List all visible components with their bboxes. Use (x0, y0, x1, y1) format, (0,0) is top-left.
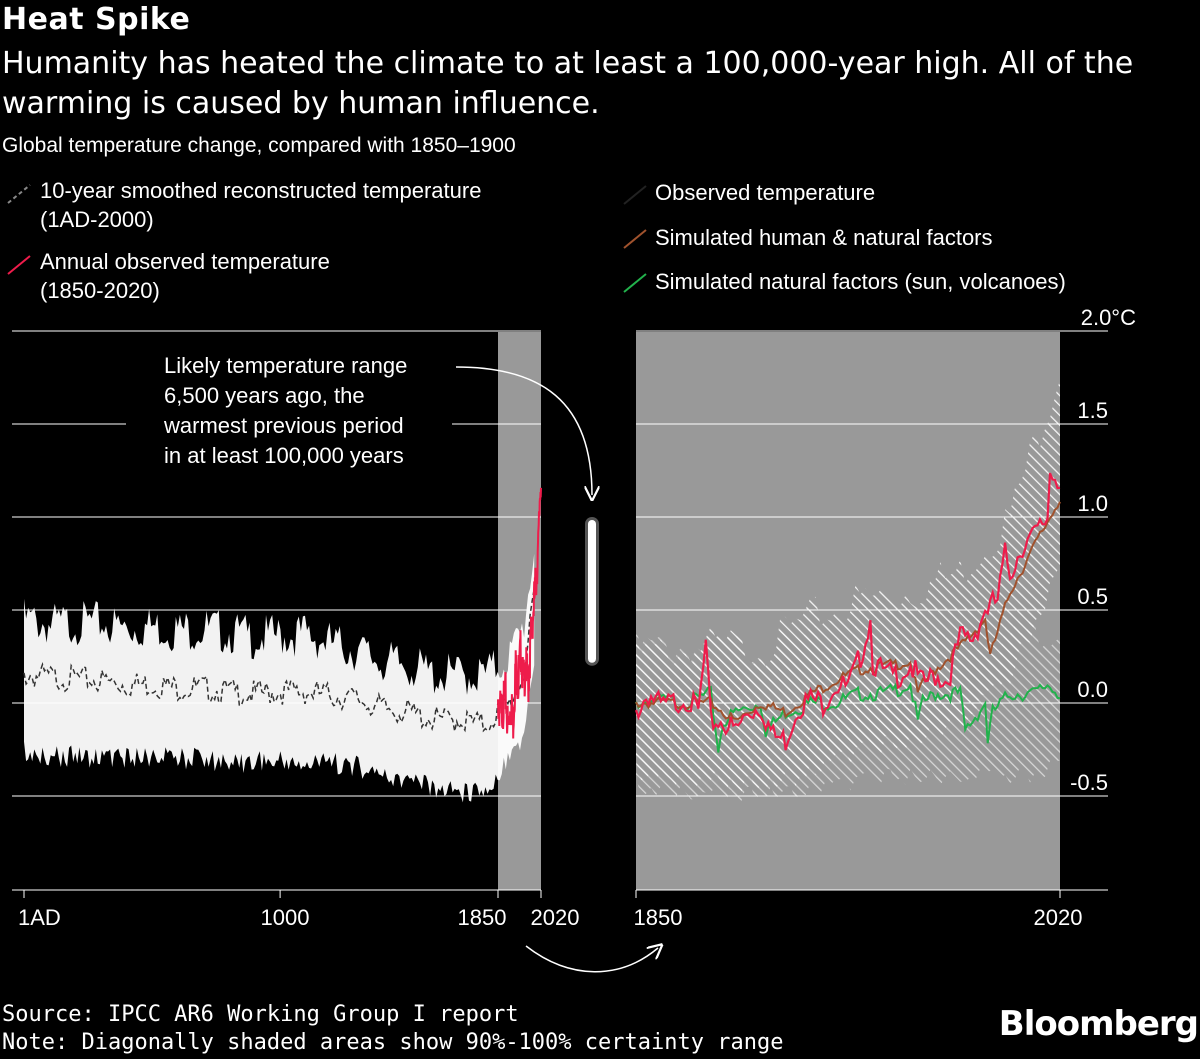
human-natural-range-band (636, 379, 1060, 796)
legend-swatch-observed-annual (7, 255, 31, 275)
annotation-line: 6,500 years ago, the (164, 383, 365, 408)
likely-range-bar-inner (588, 520, 596, 663)
right-y-tick-label: 1.5 (1077, 398, 1108, 423)
y-axis-title: Global temperature change, compared with… (2, 134, 516, 157)
chart-title: Heat Spike (2, 2, 191, 37)
left-x-tick-label: 1850 (458, 905, 507, 930)
right-y-tick-label: 1.0 (1077, 491, 1108, 516)
observed-annual-line (497, 487, 542, 739)
simulated-natural-line (635, 682, 1061, 753)
chart-canvas: Likely temperature range 6,500 years ago,… (12, 305, 1136, 973)
legend-swatch-natural (623, 273, 647, 293)
left-x-tick-label: 1AD (18, 905, 61, 930)
legend-reconstructed-label: 10-year smoothed reconstructed temperatu… (40, 178, 482, 203)
legend-swatch-human-natural (623, 229, 647, 249)
annotation-line: in at least 100,000 years (164, 443, 404, 468)
legend-observed-annual-label: Annual observed temperature (40, 249, 330, 274)
annotation-line: warmest previous period (163, 413, 404, 438)
simulated-human-natural-line (635, 501, 1061, 720)
chart-subtitle: Humanity has heated the climate to at le… (2, 46, 1134, 121)
source-note: Source: IPCC AR6 Working Group I report (2, 1002, 519, 1027)
annotation-arrow (455, 366, 592, 495)
right-y-tick-label: 0.0 (1077, 677, 1108, 702)
reconstructed-range-band (24, 553, 535, 803)
legend-swatch-reconstructed (7, 184, 31, 204)
legend-observed-annual: Annual observed temperature (1850-2020) (40, 247, 330, 305)
left-x-tick-label: 2020 (531, 905, 580, 930)
legend-observed: Observed temperature (655, 180, 876, 205)
annotation-line: Likely temperature range (164, 353, 407, 378)
left-x-tick-label: 1000 (261, 905, 310, 930)
legend-natural: Simulated natural factors (sun, volcanoe… (655, 269, 1066, 294)
legend-human-natural: Simulated human & natural factors (655, 225, 993, 250)
observed-temp-line (634, 472, 1061, 751)
bloomberg-logo: Bloomberg (998, 1004, 1199, 1044)
legend-observed-annual-range: (1850-2020) (40, 278, 160, 303)
right-x-tick-label: 1850 (634, 905, 683, 930)
right-y-tick-label: 2.0°C (1081, 305, 1136, 330)
right-y-tick-label: -0.5 (1070, 770, 1108, 795)
legend-reconstructed-range: (1AD-2000) (40, 207, 154, 232)
right-y-tick-label: 0.5 (1077, 584, 1108, 609)
legend-reconstructed: 10-year smoothed reconstructed temperatu… (40, 176, 481, 234)
right-x-tick-label: 2020 (1034, 905, 1083, 930)
panel-link-arrow (525, 946, 658, 973)
footnote: Note: Diagonally shaded areas show 90%-1… (2, 1030, 784, 1055)
reconstructed-temp-line (23, 588, 535, 733)
legend-swatch-observed (623, 185, 647, 205)
